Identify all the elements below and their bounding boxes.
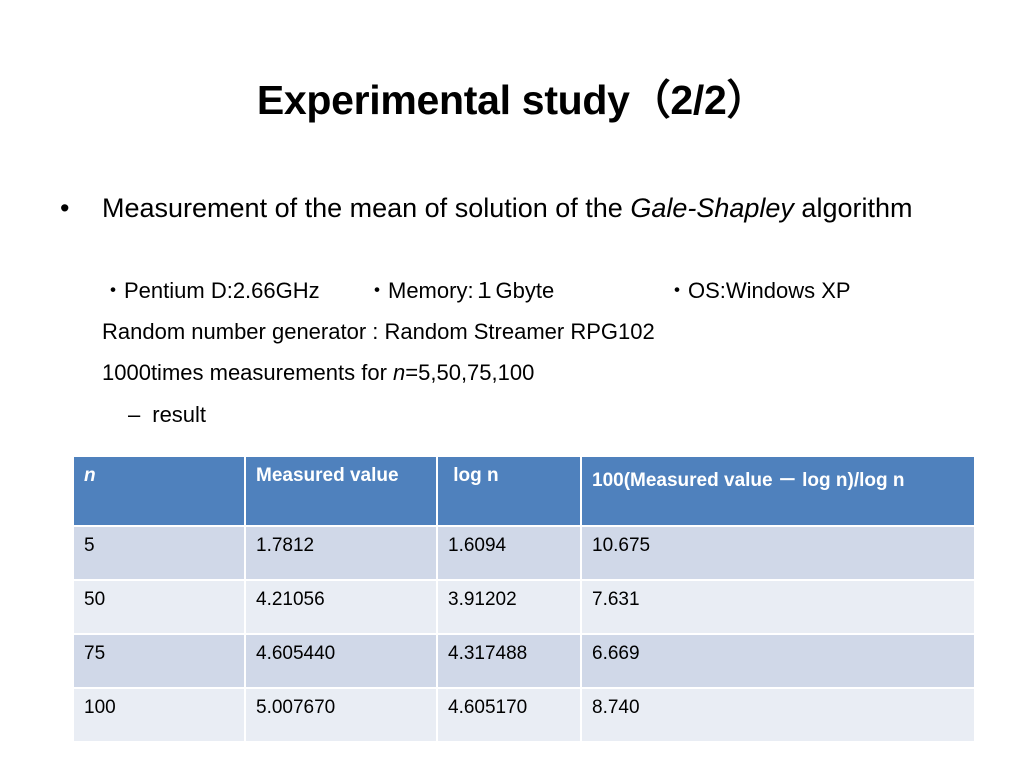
dash-marker: – bbox=[128, 402, 141, 427]
cell-measured: 4.605440 bbox=[244, 633, 438, 689]
cell-n: 100 bbox=[72, 687, 246, 743]
spec-cpu: ・Pentium D:2.66GHz bbox=[102, 278, 320, 303]
bullet-text-italic: Gale-Shapley bbox=[630, 193, 794, 223]
table-row: 50 4.21056 3.91202 7.631 bbox=[72, 579, 976, 635]
cell-n: 75 bbox=[72, 633, 246, 689]
header-relative-diff: 100(Measured value － log n)/log n bbox=[580, 455, 976, 527]
cell-diff: 7.631 bbox=[580, 579, 976, 635]
measure-line-italic: n bbox=[393, 360, 406, 385]
bullet-marker: • bbox=[60, 193, 70, 223]
cell-measured: 4.21056 bbox=[244, 579, 438, 635]
specs-line: ・Pentium D:2.66GHz ・Memory:１Gbyte ・OS:Wind… bbox=[102, 276, 851, 306]
bullet-text: Measurement of the mean of solution of t… bbox=[102, 188, 960, 228]
table-row: 5 1.7812 1.6094 10.675 bbox=[72, 525, 976, 581]
slide-title: Experimental study（2/2） bbox=[256, 77, 768, 123]
cell-diff: 6.669 bbox=[580, 633, 976, 689]
cell-n: 5 bbox=[72, 525, 246, 581]
cell-n: 50 bbox=[72, 579, 246, 635]
cell-diff: 10.675 bbox=[580, 525, 976, 581]
cell-measured: 1.7812 bbox=[244, 525, 438, 581]
measure-line-end: =5,50,75,100 bbox=[405, 360, 535, 385]
main-bullet: • Measurement of the mean of solution of… bbox=[60, 188, 960, 228]
header-measured-value: Measured value bbox=[244, 455, 438, 527]
cell-log-n: 1.6094 bbox=[436, 525, 582, 581]
rng-line: Random number generator : Random Streame… bbox=[102, 319, 655, 344]
cell-log-n: 4.317488 bbox=[436, 633, 582, 689]
results-table: n Measured value log n 100(Measured valu… bbox=[72, 455, 976, 743]
header-n: n bbox=[72, 455, 246, 527]
cell-measured: 5.007670 bbox=[244, 687, 438, 743]
spec-os: ・OS:Windows XP bbox=[666, 278, 851, 303]
spec-memory: ・Memory:１Gbyte bbox=[366, 278, 555, 303]
table-row: 75 4.605440 4.317488 6.669 bbox=[72, 633, 976, 689]
measure-line: 1000times measurements for n=5,50,75,100 bbox=[102, 358, 534, 388]
header-log-n: log n bbox=[436, 455, 582, 527]
cell-log-n: 3.91202 bbox=[436, 579, 582, 635]
bullet-text-end: algorithm bbox=[793, 193, 913, 223]
bullet-text-start: Measurement of the mean of solution of t… bbox=[102, 193, 631, 223]
result-label: result bbox=[152, 402, 207, 427]
cell-diff: 8.740 bbox=[580, 687, 976, 743]
table-row: 100 5.007670 4.605170 8.740 bbox=[72, 687, 976, 743]
cell-log-n: 4.605170 bbox=[436, 687, 582, 743]
measure-line-start: 1000times measurements for bbox=[102, 360, 394, 385]
table-header-row: n Measured value log n 100(Measured valu… bbox=[72, 455, 976, 527]
result-sub-bullet: – result bbox=[128, 400, 206, 430]
